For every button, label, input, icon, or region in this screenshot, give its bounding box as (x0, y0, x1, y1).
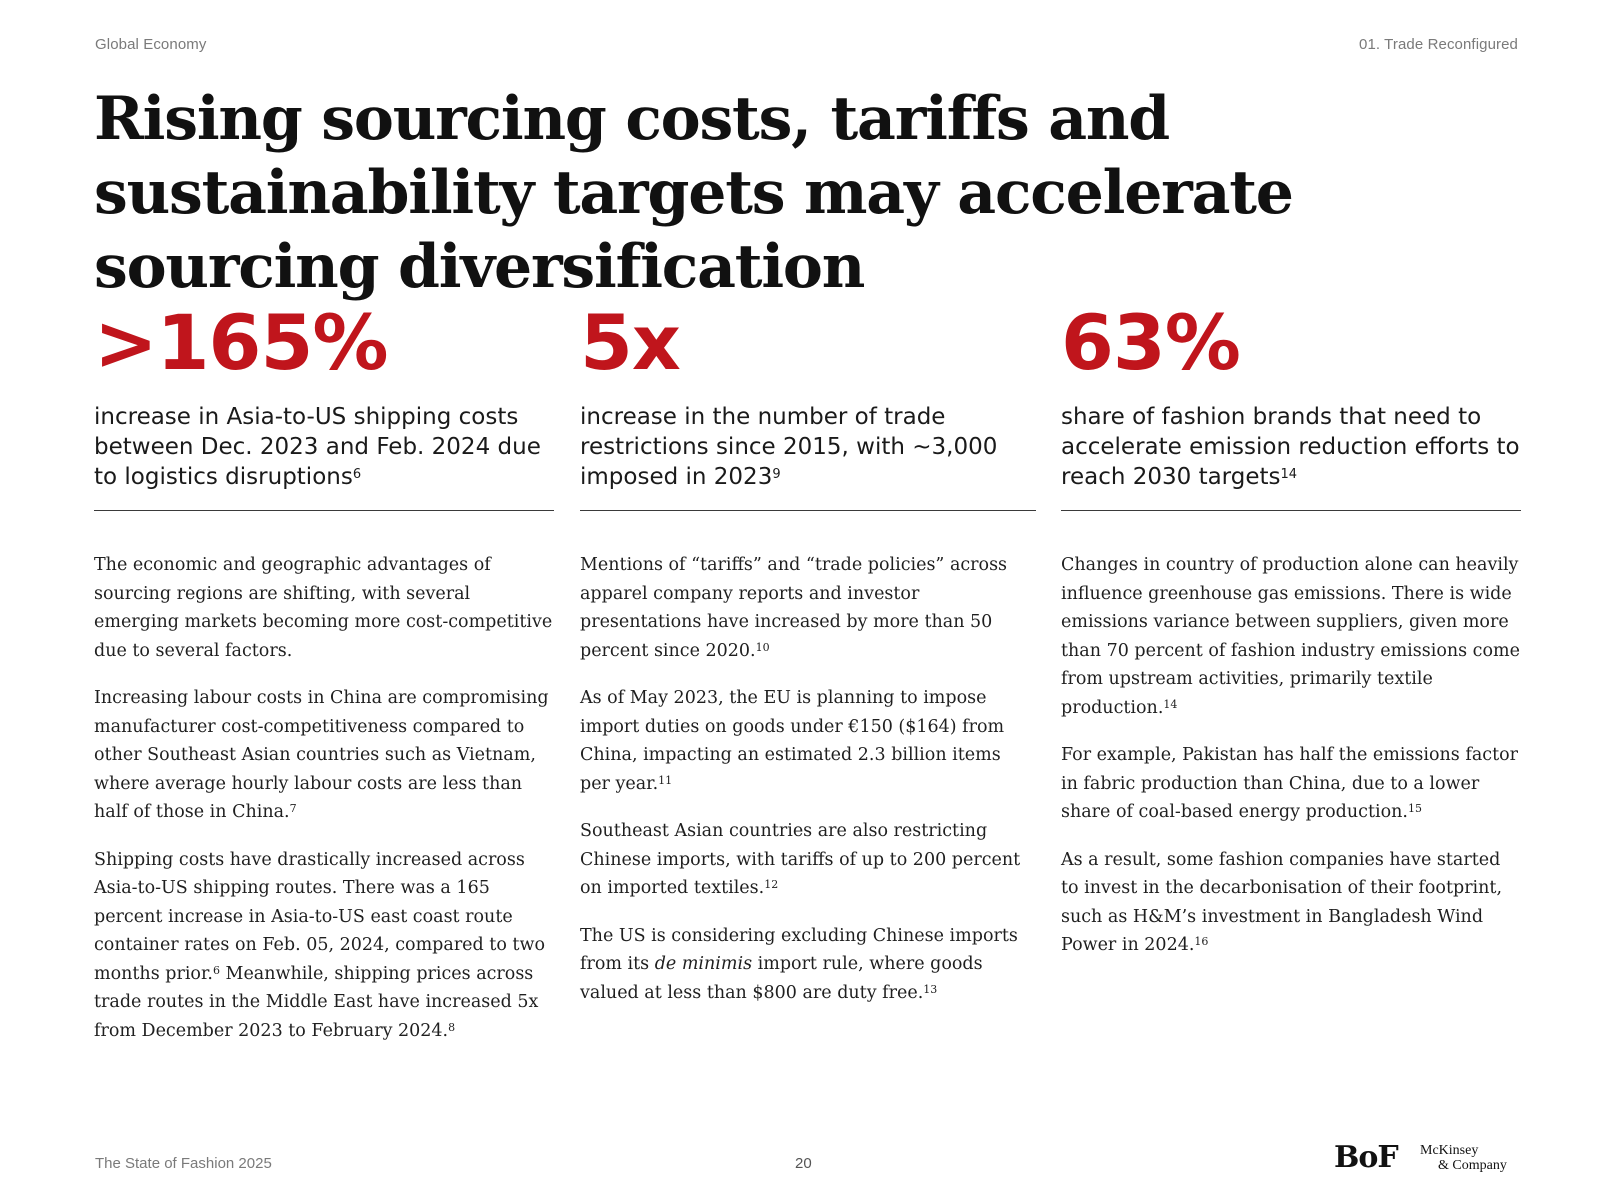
paragraph: For example, Pakistan has half the emiss… (1061, 745, 1518, 822)
footnote-ref: 14 (1163, 697, 1178, 711)
paragraph: As a result, some fashion companies have… (1061, 849, 1503, 956)
stat-description: increase in Asia-to-US shipping costs be… (94, 404, 541, 490)
footnote-ref: 6 (352, 467, 362, 482)
paragraph: The economic and geographic advantages o… (94, 555, 553, 661)
footnote-ref: 10 (755, 640, 770, 654)
body-text: Mentions of “tariffs” and “trade policie… (580, 551, 1036, 1007)
divider (1061, 510, 1521, 511)
mckinsey-logo: McKinsey & Company (1420, 1143, 1507, 1173)
body-text: Changes in country of production alone c… (1061, 551, 1521, 960)
paragraph: Shipping costs have drastically increase… (94, 849, 545, 1041)
footnote-ref: 9 (772, 467, 781, 482)
paragraph: Southeast Asian countries are also restr… (580, 821, 1021, 898)
divider (94, 510, 554, 511)
page-number: 20 (795, 1155, 812, 1172)
footnote-ref: 12 (764, 878, 779, 891)
stat-column-3: 63% share of fashion brands that need to… (1061, 302, 1521, 979)
footnote-ref: 7 (289, 802, 297, 815)
paragraph: The US is considering excluding Chinese … (580, 925, 1018, 1003)
footnote-ref: 6 (212, 963, 220, 977)
section-label: Global Economy (95, 36, 207, 53)
footnote-ref: 13 (923, 982, 938, 996)
publication-name: The State of Fashion 2025 (95, 1155, 272, 1172)
bof-logo: BoF (1334, 1140, 1399, 1175)
page-title: Rising sourcing costs, tariffs and susta… (94, 84, 1294, 302)
footnote-ref: 14 (1280, 467, 1298, 482)
stat-column-2: 5x increase in the number of trade restr… (580, 302, 1036, 1026)
body-text: The economic and geographic advantages o… (94, 551, 554, 1045)
stat-value: 5x (580, 298, 681, 387)
footnote-ref: 16 (1194, 935, 1209, 948)
paragraph: Changes in country of production alone c… (1061, 555, 1520, 718)
footnote-ref: 8 (448, 1020, 456, 1034)
stat-column-1: >165% increase in Asia-to-US shipping co… (94, 302, 554, 1064)
paragraph: Increasing labour costs in China are com… (94, 688, 549, 822)
footnote-ref: 11 (658, 773, 673, 787)
stat-description: increase in the number of trade restrict… (580, 404, 998, 490)
stat-value: >165% (94, 298, 388, 387)
paragraph: As of May 2023, the EU is planning to im… (580, 688, 1005, 794)
chapter-label: 01. Trade Reconfigured (1359, 36, 1518, 53)
stat-value: 63% (1061, 298, 1241, 387)
paragraph: Mentions of “tariffs” and “trade policie… (580, 555, 1008, 661)
stat-description: share of fashion brands that need to acc… (1061, 404, 1520, 490)
divider (580, 510, 1036, 511)
footnote-ref: 15 (1407, 802, 1422, 815)
